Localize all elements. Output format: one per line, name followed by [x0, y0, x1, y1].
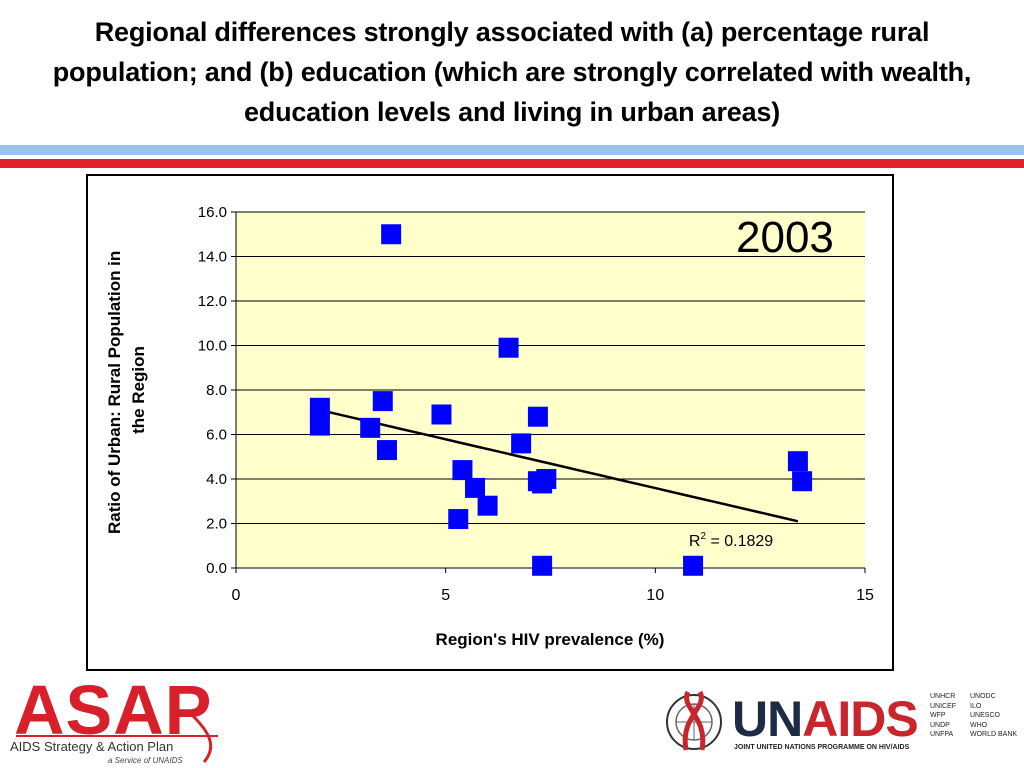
data-point [431, 404, 452, 425]
data-point [452, 460, 473, 481]
data-point [376, 440, 397, 461]
header-stripe-blue [0, 145, 1024, 155]
y-tick-label: 10.0 [198, 338, 227, 355]
data-point [477, 495, 498, 516]
data-point [511, 433, 532, 454]
data-point [465, 477, 486, 498]
x-tick-label: 15 [856, 587, 874, 604]
cosponsor-name: WHO [970, 721, 988, 729]
asap-logo: ASAP AIDS Strategy & Action Plan a Servi… [8, 671, 233, 768]
x-tick-label: 0 [232, 587, 241, 604]
y-tick-label: 0.0 [206, 560, 227, 577]
y-tick-label: 8.0 [206, 382, 227, 399]
un-emblem-icon [666, 690, 722, 751]
x-tick-label: 10 [646, 587, 664, 604]
y-tick-label: 14.0 [198, 249, 227, 266]
asap-tagline: AIDS Strategy & Action Plan [10, 739, 174, 754]
slide-title: Regional differences strongly associated… [52, 17, 972, 127]
cosponsor-name: UNODC [970, 693, 996, 700]
data-point [360, 417, 381, 438]
cosponsor-name: ILO [970, 702, 982, 710]
data-point [309, 415, 330, 436]
data-point [498, 337, 519, 358]
data-point [309, 397, 330, 418]
asap-sub: a Service of UNAIDS [108, 756, 183, 765]
unaids-tagline: JOINT UNITED NATIONS PROGRAMME ON HIV/AI… [734, 744, 910, 751]
data-point [381, 224, 402, 245]
header-stripe-red [0, 159, 1024, 168]
y-axis-title: Ratio of Urban: Rural Population in the … [105, 246, 148, 534]
data-point [787, 451, 808, 472]
data-point [448, 509, 469, 530]
unaids-word: UNAIDS [732, 691, 919, 747]
data-point [683, 555, 704, 576]
cosponsor-list: UNHCR UNODC UNICEF ILO WFP UNESCO UNDP WHO UNFPA… [930, 692, 1022, 740]
y-tick-label: 16.0 [198, 204, 227, 221]
data-point [532, 555, 553, 576]
cosponsor-name: WFP [930, 712, 946, 719]
x-tick-label: 5 [441, 587, 450, 604]
y-tick-label: 2.0 [206, 516, 227, 533]
red-ribbon-icon [16, 714, 218, 763]
cosponsor-name: WORLD BANK [970, 731, 1018, 738]
scatter-chart: 0.0 2.0 4.0 6.0 8.0 10.0 12.0 14.0 16.0 0 5 10 15 20… [105, 204, 874, 649]
data-point [536, 469, 557, 489]
unaids-logo: UNAIDS JOINT UNITED NATIONS PROGRAMME ON… [662, 686, 1022, 766]
cosponsor-name: UNESCO [970, 712, 1000, 719]
cosponsor-name: UNFPA [930, 731, 954, 738]
cosponsor-name: UNICEF [930, 702, 957, 710]
year-label: 2003 [736, 213, 834, 262]
data-point [372, 391, 393, 412]
cosponsor-name: UNDP [930, 721, 950, 729]
trendline [319, 408, 799, 523]
x-axis-title: Region's HIV prevalence (%) [436, 630, 665, 649]
r-squared-label: R2 = 0.1829 [689, 531, 773, 550]
cosponsor-name: UNHCR [930, 693, 956, 700]
chart-frame: 0.0 2.0 4.0 6.0 8.0 10.0 12.0 14.0 16.0 0 5 10 15 20… [86, 174, 894, 671]
data-point [527, 406, 548, 427]
y-tick-label: 6.0 [206, 427, 227, 444]
data-point [792, 471, 813, 492]
y-tick-label: 12.0 [198, 293, 227, 310]
y-tick-label: 4.0 [206, 471, 227, 488]
